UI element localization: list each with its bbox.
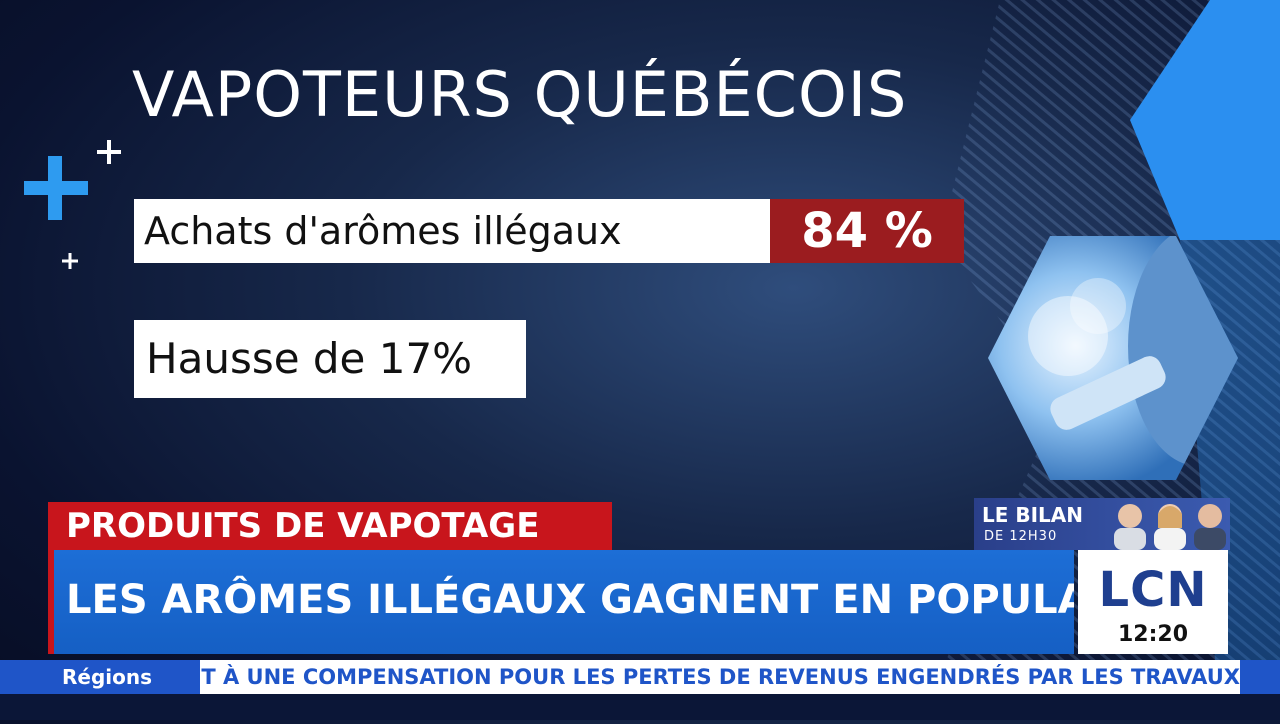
plus-icon	[62, 253, 78, 269]
graphic-title: VAPOTEURS QUÉBÉCOIS	[132, 58, 908, 131]
ticker-end	[1240, 660, 1280, 694]
ticker-text: DROIT À UNE COMPENSATION POUR LES PERTES…	[200, 665, 1240, 689]
channel-time: 12:20	[1117, 622, 1189, 647]
headline-banner: LES ARÔMES ILLÉGAUX GAGNENT EN POPULARIT…	[48, 550, 1074, 654]
kicker-banner: PRODUITS DE VAPOTAGE	[48, 502, 612, 550]
hosts-photo	[1108, 498, 1230, 550]
secondary-stat: Hausse de 17%	[134, 320, 526, 398]
stat-label: Achats d'arômes illégaux	[134, 199, 770, 263]
plus-icon	[97, 140, 121, 164]
ticker-text-wrap: DROIT À UNE COMPENSATION POUR LES PERTES…	[200, 660, 1240, 694]
show-title: LE BILAN	[982, 503, 1084, 527]
ticker-label: Régions	[0, 660, 200, 694]
stat-row: Achats d'arômes illégaux 84 %	[134, 199, 964, 263]
show-subtitle: DE 12H30	[984, 529, 1058, 544]
stat-value: 84 %	[770, 199, 964, 263]
news-ticker: Régions DROIT À UNE COMPENSATION POUR LE…	[0, 660, 1280, 694]
channel-logo: LCN	[1098, 562, 1208, 618]
plus-icon	[24, 156, 88, 220]
bottom-strip	[0, 694, 1280, 720]
show-badge: LE BILAN DE 12H30	[974, 498, 1230, 550]
vape-photo	[988, 236, 1238, 480]
channel-box: LCN 12:20	[1078, 550, 1228, 654]
